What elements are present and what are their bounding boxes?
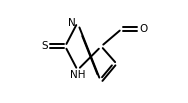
Text: NH: NH <box>70 70 85 80</box>
Text: O: O <box>139 24 148 34</box>
Text: S: S <box>41 41 48 51</box>
Text: N: N <box>68 18 75 28</box>
